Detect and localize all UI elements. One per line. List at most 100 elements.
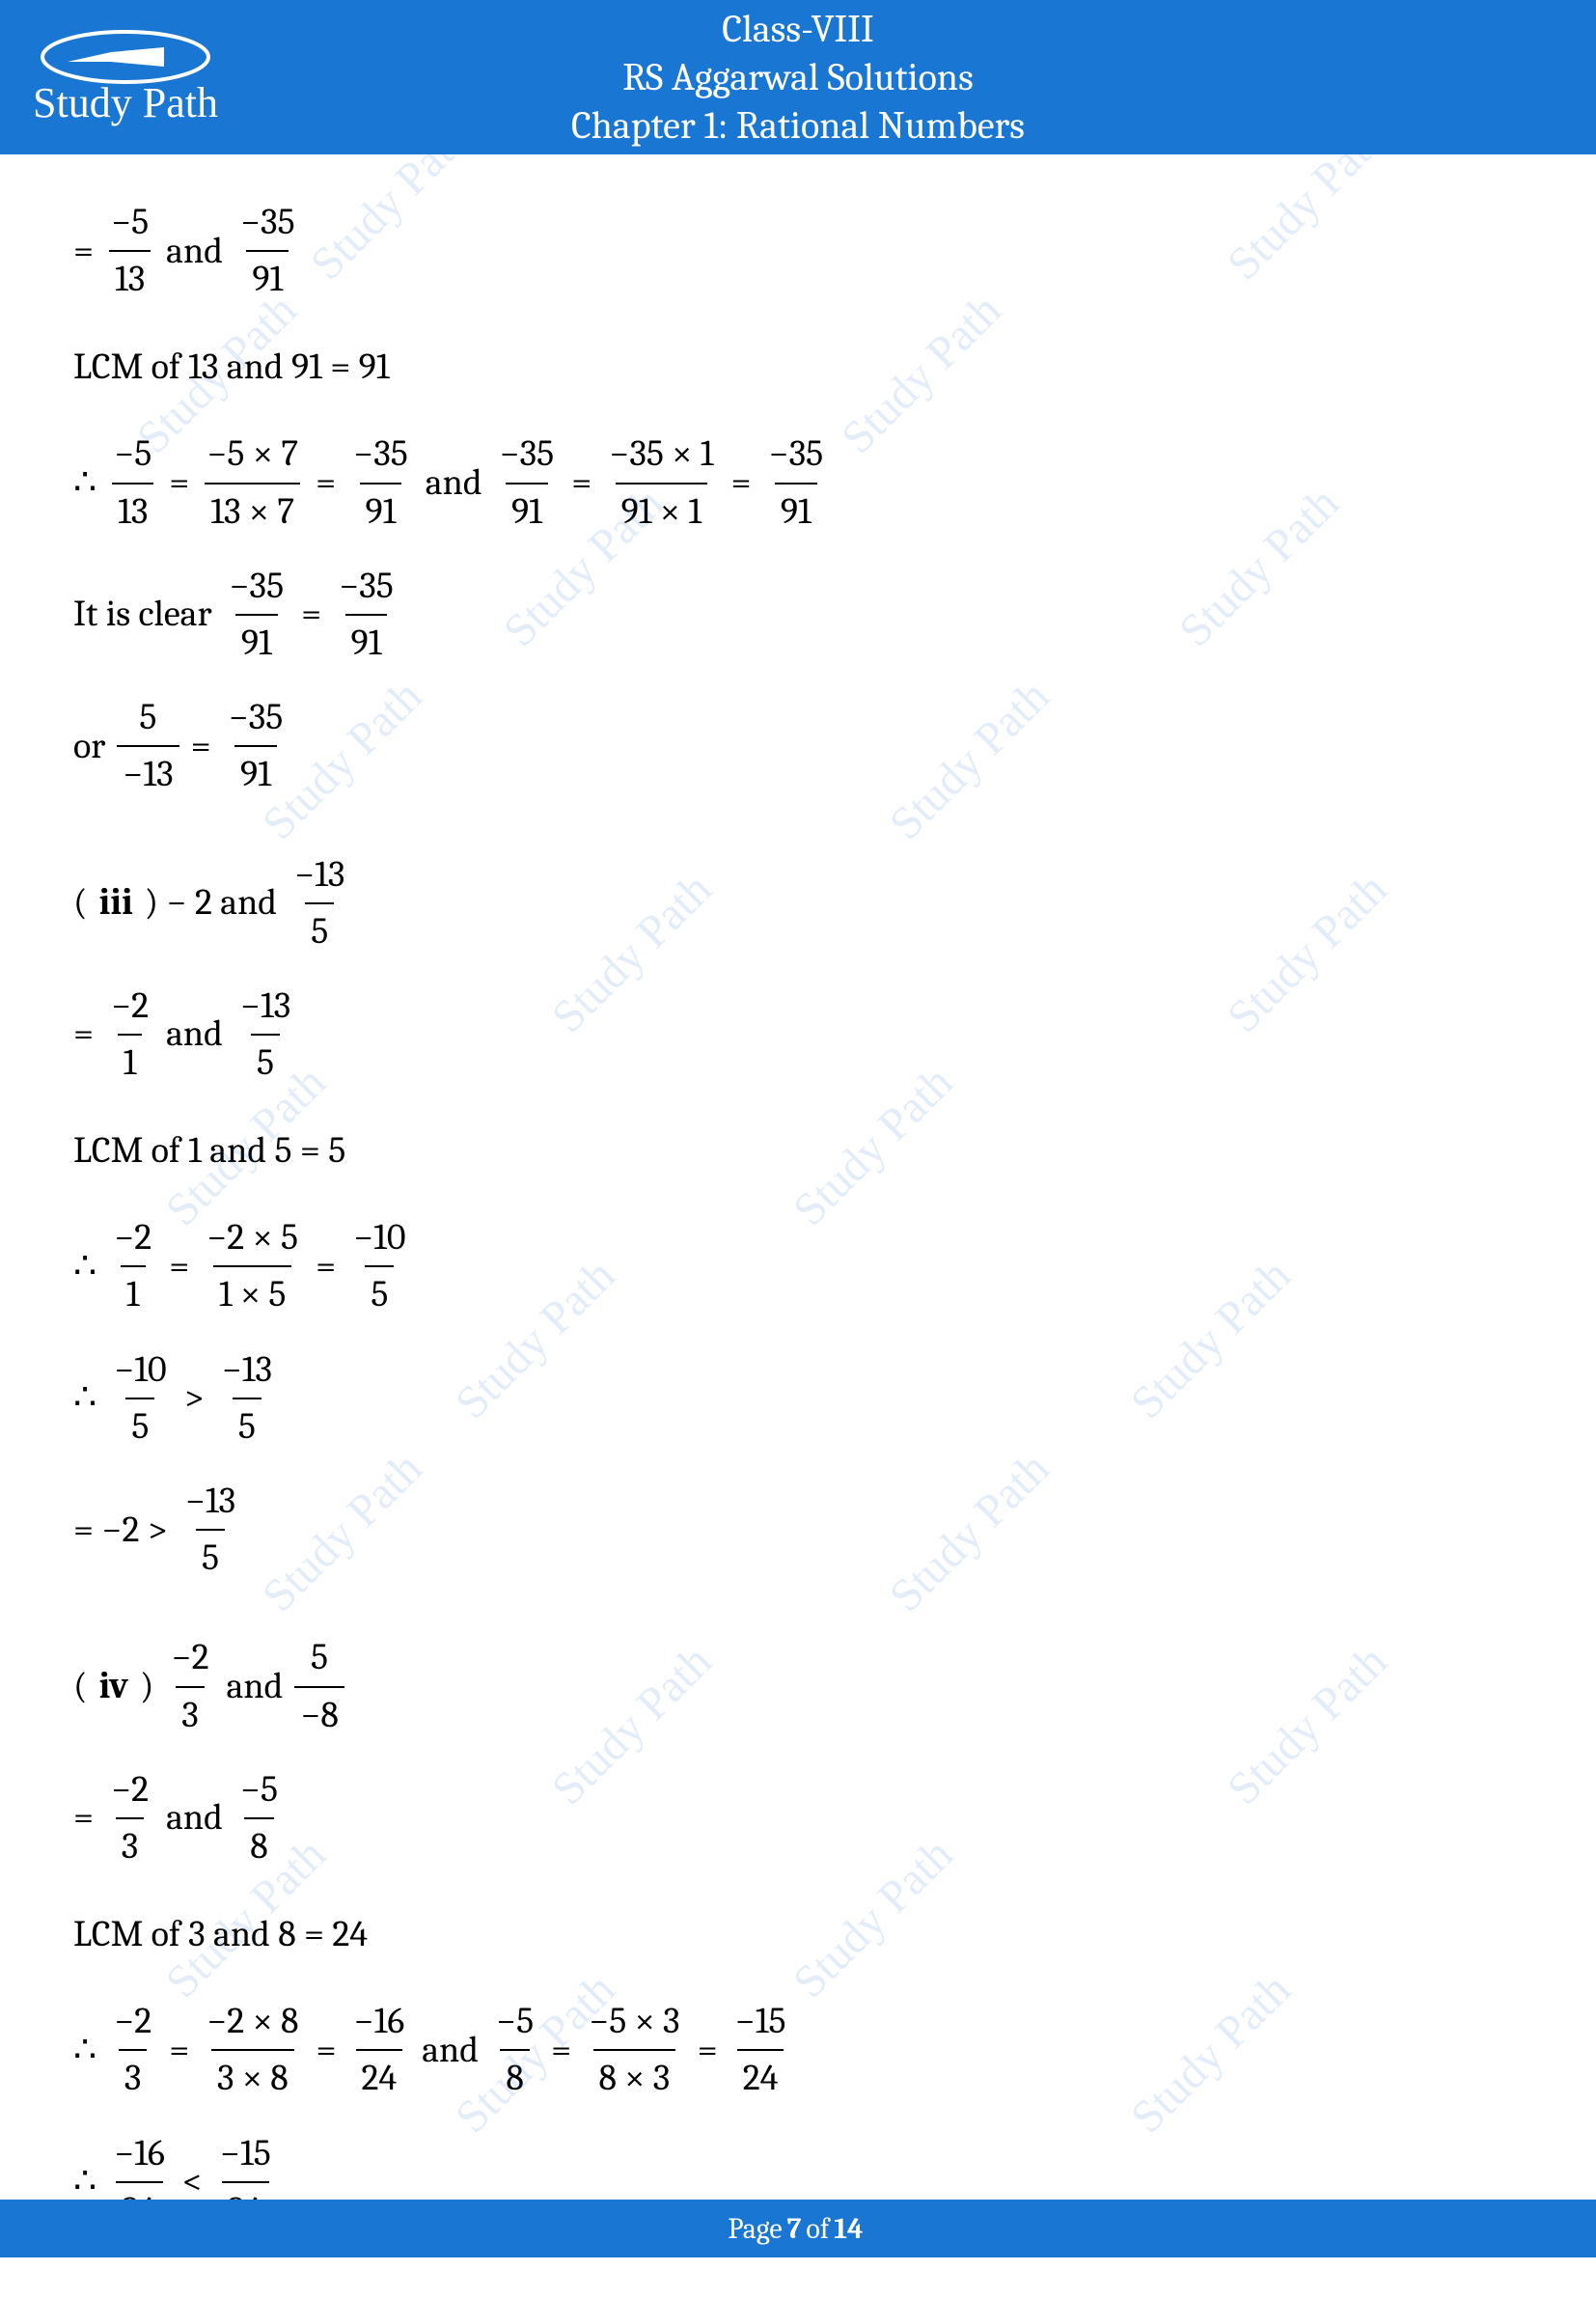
denominator: 5 [196,1529,225,1584]
math-text: LCM of 13 and 91 = 91 [68,342,396,393]
denominator: 24 [737,2049,784,2104]
math-text: and [416,2025,484,2076]
fraction: −105 [102,1344,178,1453]
math-text: iii [94,877,139,928]
numerator: −35 [763,429,830,482]
numerator: −2 [105,1764,154,1817]
numerator: −15 [214,2128,277,2181]
math-line: LCM of 1 and 5 = 5 [68,1112,1528,1189]
numerator: −2 [108,1996,157,2049]
fraction: −23 [160,1632,221,1740]
math-line: LCM of 13 and 91 = 91 [68,328,1528,405]
fraction: −58 [229,1764,289,1872]
numerator: 5 [133,692,162,745]
denominator: 3 [116,1817,145,1872]
numerator: −2 × 5 [201,1212,304,1265]
denominator: 91 [775,483,817,538]
fraction: −135 [210,1344,284,1453]
numerator: −2 [105,981,154,1034]
math-text: LCM of 1 and 5 = 5 [68,1125,351,1177]
numerator: −10 [108,1344,172,1398]
denominator: 91 [345,614,388,669]
fraction: −513 [102,429,163,537]
denominator: 3 [119,2049,148,2104]
math-line: (iv)−23 and 5−8 [68,1632,1528,1740]
math-line: = −21 and −135 [68,981,1528,1089]
numerator: −5 [490,1996,539,2049]
footer-mid: of [806,2212,829,2246]
fraction: −1524 [724,1996,798,2104]
numerator: −13 [289,849,350,902]
math-line: or5−13= −3591 [68,692,1528,800]
math-line: = −2 > −135 [68,1476,1528,1584]
fraction: −2 × 83 × 8 [195,1996,310,2104]
fraction: −3591 [217,692,295,800]
header-titles: Class-VIII RS Aggarwal Solutions Chapter… [571,5,1025,150]
math-text: = [163,2025,195,2076]
numerator: −2 [108,1212,157,1265]
fraction: 5−13 [111,692,184,800]
math-text: = [565,457,597,509]
denominator: 5 [125,1398,154,1453]
fraction: −5 × 713 × 7 [195,429,310,537]
numerator: −2 [166,1632,215,1685]
math-text: and [221,1661,289,1712]
math-line: ∴ −23 = −2 × 83 × 8 = −1624 and −58 = −5… [68,1996,1528,2104]
denominator: 5 [251,1034,280,1089]
fraction: −23 [102,1996,163,2104]
math-text: = [545,2025,577,2076]
math-text: and [160,1009,229,1060]
math-text: ∴ [68,457,102,509]
numerator: −35 [224,561,290,614]
numerator: −5 × 3 [583,1996,685,2049]
denominator: 8 × 3 [593,2049,676,2104]
math-text: and [160,1792,229,1843]
numerator: −35 [347,429,414,482]
fraction: −23 [99,1764,160,1872]
math-text: = [725,457,757,509]
denominator: 91 [234,745,277,800]
fraction: −135 [229,981,302,1089]
numerator: −35 [333,561,399,614]
math-line: = −513 and −3591 [68,197,1528,305]
math-text: = [68,1009,99,1060]
denominator: 1 [121,1265,146,1320]
math-text: iv [94,1661,134,1712]
denominator: 3 × 8 [211,2049,294,2104]
numerator: −5 [234,1764,284,1817]
page-header: Study Path Class-VIII RS Aggarwal Soluti… [0,0,1596,154]
numerator: −16 [108,2128,171,2181]
math-line: It is clear −3591 = −3591 [68,561,1528,669]
denominator: 5 [233,1398,261,1453]
math-text: ) [134,1661,160,1712]
numerator: −2 × 8 [201,1996,304,2049]
math-text: = [185,721,217,772]
math-line: (iii) − 2 and−135 [68,849,1528,957]
header-book: RS Aggarwal Solutions [571,53,1025,101]
numerator: −5 × 7 [201,429,304,482]
denominator: 8 [500,2049,529,2104]
fraction: −1624 [343,1996,417,2104]
denominator: 91 [246,250,289,305]
pen-icon [39,28,212,86]
math-line: ∴ −105 > −135 [68,1344,1528,1453]
math-text: ∴ [68,1372,102,1424]
page-content: = −513 and −3591LCM of 13 and 91 = 91∴ −… [0,154,1596,2298]
numerator: −5 [108,429,157,482]
numerator: −35 × 1 [603,429,719,482]
math-line: ∴ −21 = −2 × 51 × 5 = −105 [68,1212,1528,1320]
math-text: and [420,457,488,509]
math-text: > [179,1372,210,1424]
denominator: 1 [118,1034,143,1089]
fraction: −135 [283,849,356,957]
numerator: −35 [494,429,561,482]
denominator: 1 × 5 [213,1265,292,1320]
fraction: −5 × 38 × 3 [577,1996,691,2104]
header-class: Class-VIII [571,5,1025,53]
denominator: 91 [235,614,278,669]
denominator: 3 [176,1686,205,1741]
fraction: −58 [484,1996,545,2104]
fraction: −21 [102,1212,163,1320]
math-text: = [692,2025,724,2076]
logo: Study Path [29,24,222,130]
